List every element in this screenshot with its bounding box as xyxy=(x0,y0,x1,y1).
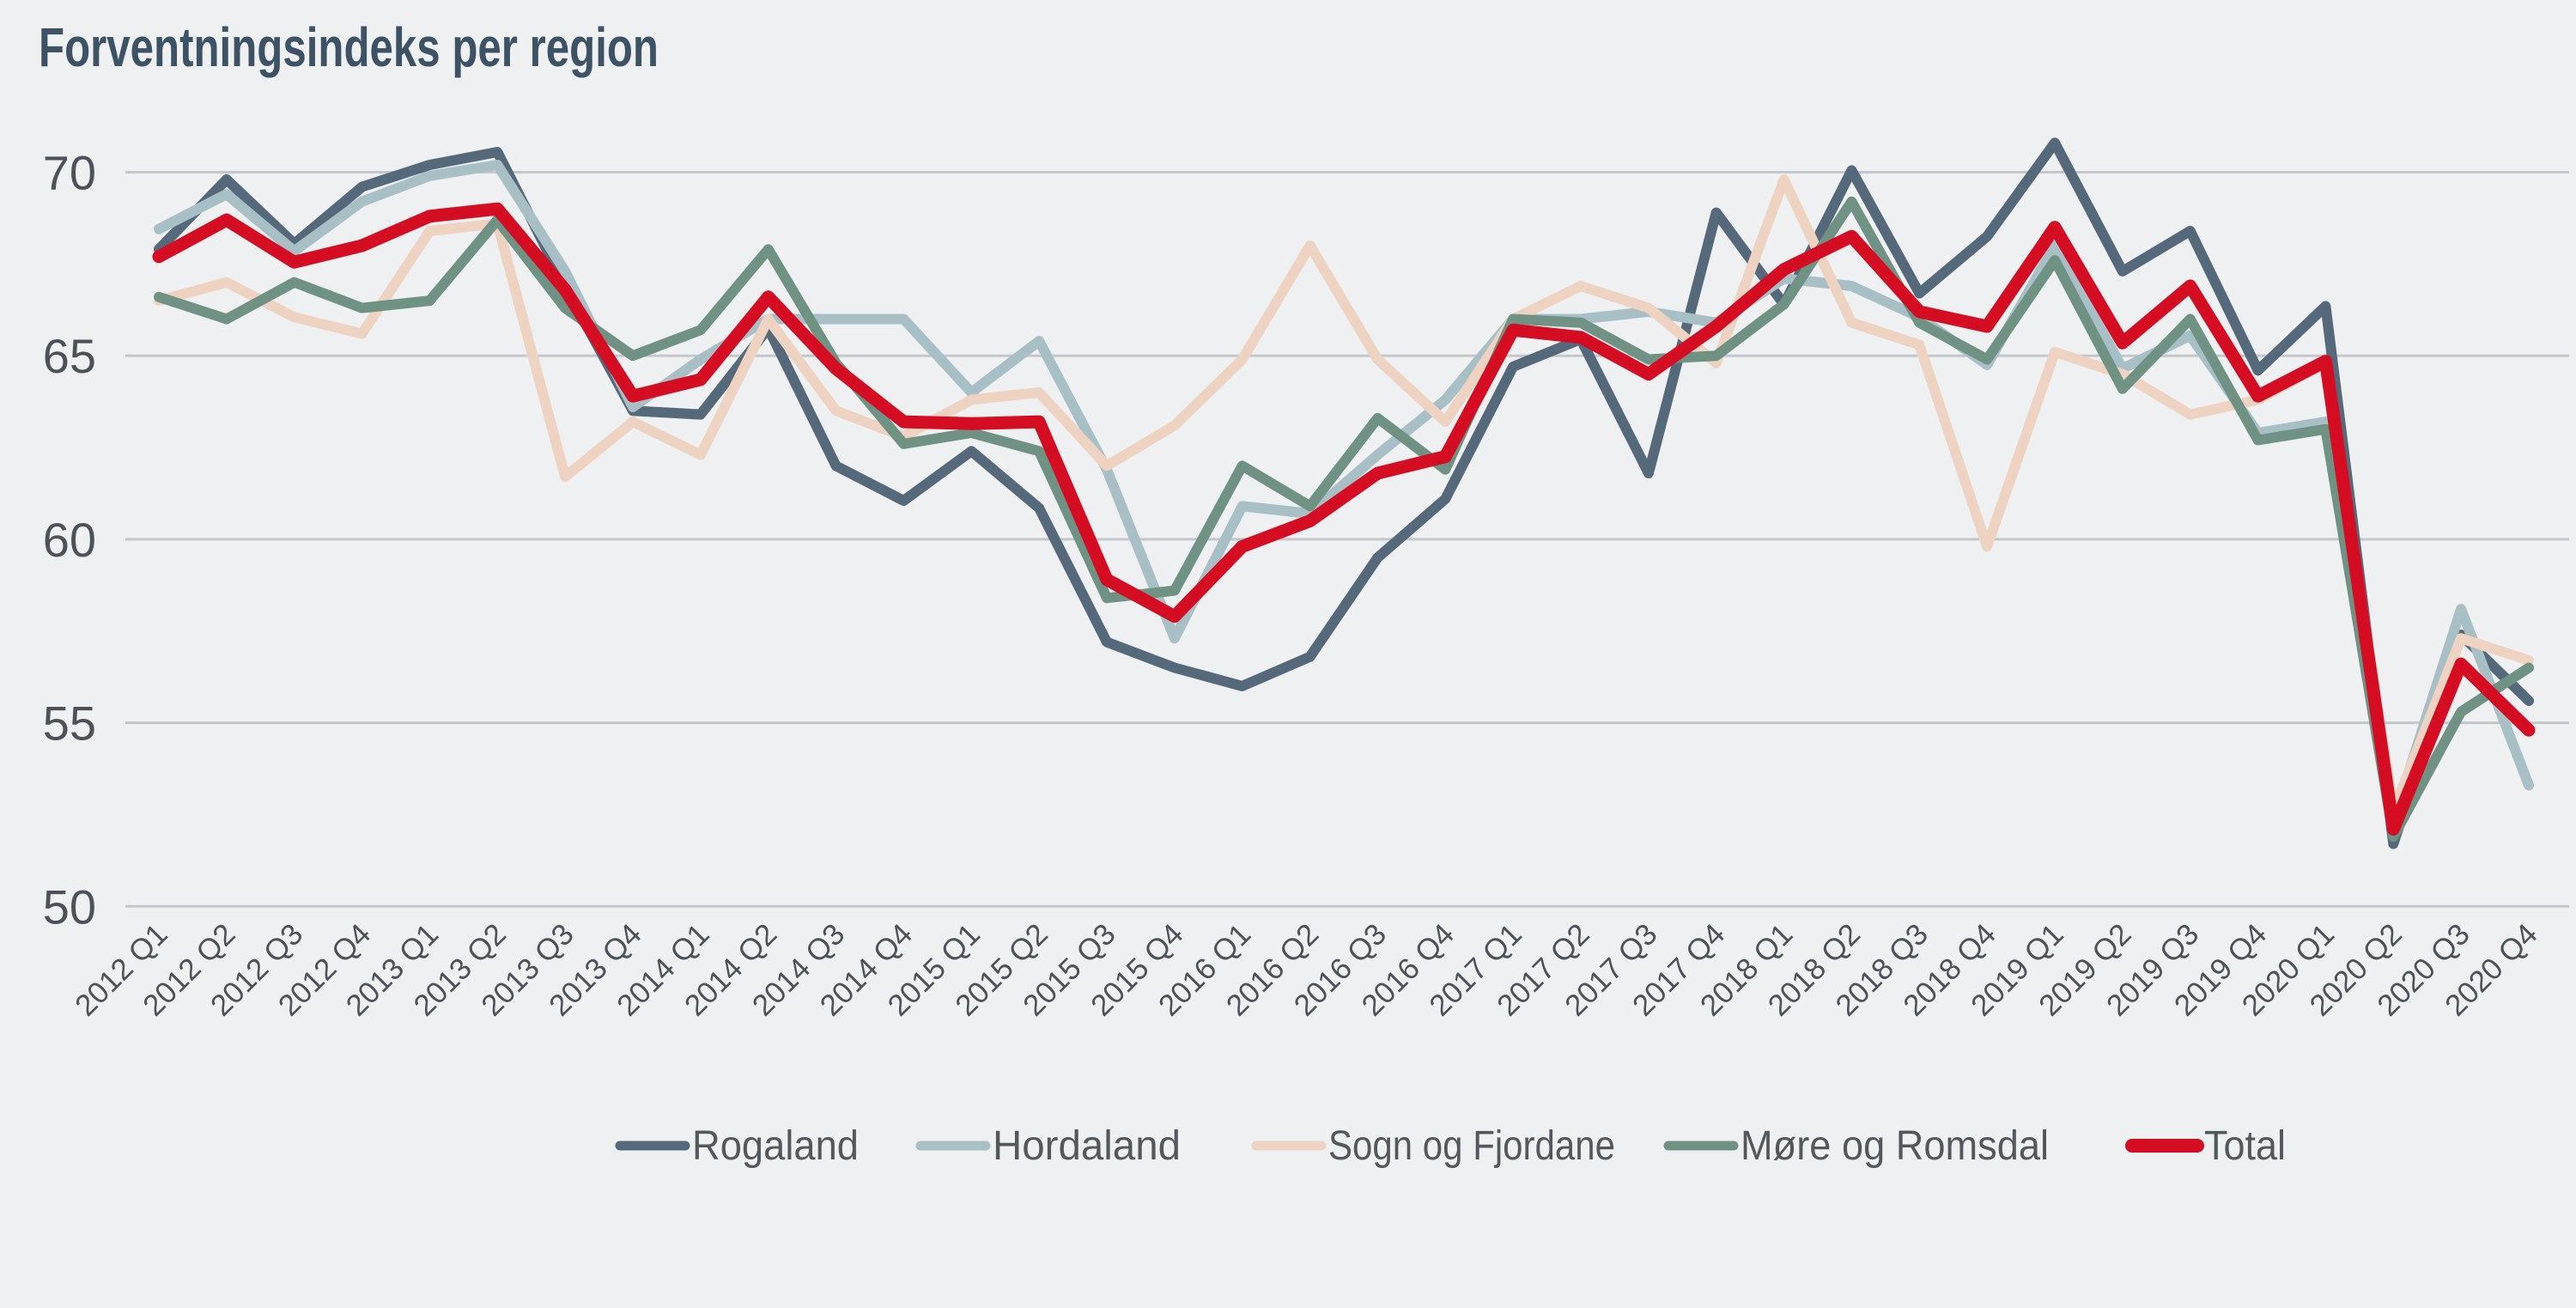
svg-text:Total: Total xyxy=(2204,1123,2286,1169)
svg-text:70: 70 xyxy=(43,146,96,200)
svg-text:Møre og Romsdal: Møre og Romsdal xyxy=(1741,1123,2049,1169)
svg-text:Sogn og Fjordane: Sogn og Fjordane xyxy=(1328,1123,1615,1169)
svg-text:50: 50 xyxy=(43,879,96,934)
svg-text:55: 55 xyxy=(43,697,96,751)
svg-text:Rogaland: Rogaland xyxy=(692,1123,859,1169)
svg-text:65: 65 xyxy=(43,329,96,383)
svg-text:60: 60 xyxy=(43,513,96,567)
svg-text:Forventningsindeks per region: Forventningsindeks per region xyxy=(39,16,659,78)
svg-text:Hordaland: Hordaland xyxy=(993,1123,1181,1169)
